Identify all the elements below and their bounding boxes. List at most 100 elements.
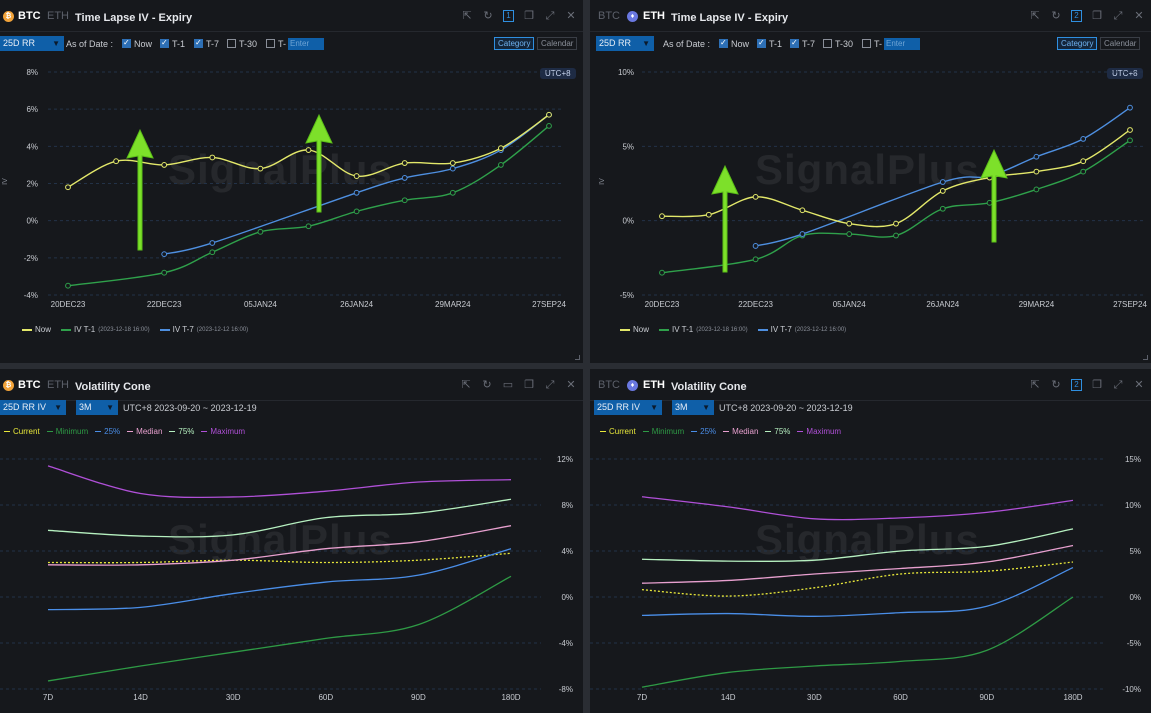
legend-current[interactable]: Current [4,427,40,436]
coin-tab-btc[interactable]: BTC [598,10,620,22]
metric-select[interactable]: 25D RR ▼ [596,36,654,51]
chevron-down-icon: ▼ [650,403,658,412]
share-icon[interactable]: ⇱ [462,10,472,22]
data-point [546,122,552,129]
folder-icon[interactable]: ▭ [502,379,514,391]
t7-checkbox[interactable] [194,38,203,48]
t1-label: T-1 [769,39,783,49]
period-select[interactable]: 3M ▼ [672,400,714,415]
legend-label: IV T-1 [672,325,694,334]
duplicate-icon[interactable]: ❐ [524,379,534,391]
window-number-badge[interactable]: 2 [1071,379,1082,391]
legend-75pct[interactable]: 75% [765,427,790,436]
expand-icon[interactable]: ⤢ [1113,10,1123,22]
now-label: Now [134,39,153,49]
expand-icon[interactable]: ⤢ [1113,379,1123,391]
share-icon[interactable]: ⇱ [1030,379,1040,391]
close-icon[interactable]: ✕ [1134,10,1144,22]
close-icon[interactable]: ✕ [566,10,576,22]
now-checkbox[interactable] [122,38,131,48]
data-point [705,211,712,218]
legend-25pct[interactable]: 25% [95,427,120,436]
window-number-badge[interactable]: 2 [1071,10,1082,22]
panel-header: ₿ BTC ETH Time Lapse IV - Expiry ⇱ ↻ 1 ❐… [0,0,583,32]
share-icon[interactable]: ⇱ [1030,10,1040,22]
metric-select[interactable]: 25D RR IV ▼ [0,400,66,415]
duplicate-icon[interactable]: ❐ [1092,379,1102,391]
legend-iv-t7[interactable]: IV T-7 (2023-12-12 16:00) [159,325,248,334]
watermark: SignalPlus [168,146,393,193]
close-icon[interactable]: ✕ [1134,379,1144,391]
refresh-icon[interactable]: ↻ [1051,379,1061,391]
legend-75pct[interactable]: 75% [169,427,194,436]
t-custom-checkbox[interactable] [266,39,275,48]
legend-label: IV T-7 [172,325,194,334]
data-point [305,147,312,153]
t30-checkbox[interactable] [227,39,236,48]
coin-tab-eth[interactable]: ETH [643,10,665,22]
data-point [449,160,456,166]
y-tick-label: 4% [26,142,38,151]
duplicate-icon[interactable]: ❐ [1092,10,1102,22]
data-point [209,240,216,246]
duplicate-icon[interactable]: ❐ [524,10,534,22]
legend-iv-t7[interactable]: IV T-7 (2023-12-12 16:00) [757,325,846,334]
window-number-badge[interactable]: 1 [503,10,514,22]
series-minimum-line [47,575,512,682]
coin-tab-eth[interactable]: ETH [643,379,665,391]
t-custom-checkbox[interactable] [862,39,871,48]
legend-maximum[interactable]: Maximum [201,427,245,436]
legend-now[interactable]: Now [620,325,649,334]
x-tick-label: 14D [721,693,736,702]
chart-legend: Now IV T-1 (2023-12-18 16:00) IV T-7 (2023… [22,325,248,334]
legend-now[interactable]: Now [22,325,51,334]
coin-tab-btc[interactable]: BTC [598,379,620,391]
y-tick-label: 5% [1129,547,1141,556]
toolbar: 25D RR IV ▼ 3M ▼ UTC+8 2023-09-20 ~ 2023-1… [0,400,583,418]
close-icon[interactable]: ✕ [566,379,576,391]
x-tick-label: 05JAN24 [244,300,277,309]
resize-handle[interactable] [575,355,580,360]
x-tick-label: 14D [133,693,148,702]
legend-25pct[interactable]: 25% [691,427,716,436]
legend-median[interactable]: Median [723,427,758,436]
t1-checkbox[interactable] [757,38,766,48]
header-actions: ⇱ ↻ 2 ❐ ⤢ ✕ [1029,379,1145,391]
legend-minimum[interactable]: Minimum [46,427,88,436]
t-custom-input[interactable]: Enter [288,38,324,50]
t1-checkbox[interactable] [160,38,169,48]
legend-current[interactable]: Current [600,427,636,436]
refresh-icon[interactable]: ↻ [483,10,493,22]
x-tick-label: 26JAN24 [340,300,373,309]
calendar-toggle[interactable]: Calendar [537,37,578,50]
legend-iv-t1[interactable]: IV T-1 (2023-12-18 16:00) [659,325,748,334]
legend-swatch [765,431,772,432]
coin-tab-btc[interactable]: BTC [18,379,41,391]
calendar-toggle[interactable]: Calendar [1100,37,1141,50]
coin-tab-eth[interactable]: ETH [47,10,69,22]
t30-checkbox[interactable] [823,39,832,48]
category-toggle[interactable]: Category [1057,37,1098,50]
y-tick-label: 0% [26,217,38,226]
refresh-icon[interactable]: ↻ [482,379,492,391]
legend-maximum[interactable]: Maximum [797,427,841,436]
coin-tab-btc[interactable]: BTC [18,10,41,22]
expand-icon[interactable]: ⤢ [545,10,555,22]
refresh-icon[interactable]: ↻ [1051,10,1061,22]
t7-checkbox[interactable] [790,38,799,48]
now-checkbox[interactable] [719,38,728,48]
expand-icon[interactable]: ⤢ [545,379,555,391]
legend-iv-t1[interactable]: IV T-1 (2023-12-18 16:00) [61,325,150,334]
metric-select[interactable]: 25D RR IV ▼ [594,400,662,415]
resize-handle[interactable] [1143,355,1148,360]
metric-select[interactable]: 25D RR ▼ [0,36,64,51]
share-icon[interactable]: ⇱ [461,379,471,391]
legend-median[interactable]: Median [127,427,162,436]
data-point [161,269,168,276]
category-toggle[interactable]: Category [494,37,535,50]
legend-minimum[interactable]: Minimum [642,427,684,436]
t-custom-input[interactable]: Enter [884,38,920,50]
period-select[interactable]: 3M ▼ [76,400,118,415]
data-point [161,251,168,258]
coin-tab-eth[interactable]: ETH [47,379,69,391]
